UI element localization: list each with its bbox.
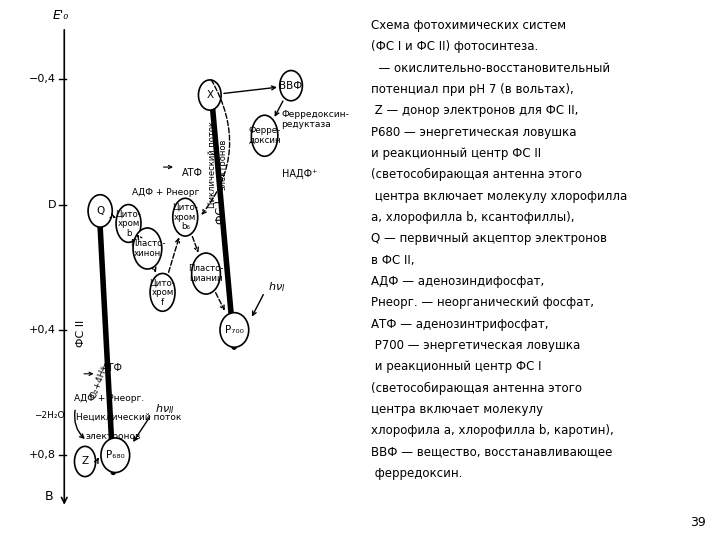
Text: Рнеорг. — неорганический фосфат,: Рнеорг. — неорганический фосфат, <box>371 296 594 309</box>
Text: В: В <box>45 490 53 503</box>
Text: 39: 39 <box>690 516 706 529</box>
Text: Схема фотохимических систем: Схема фотохимических систем <box>371 19 566 32</box>
Text: АДФ — аденозиндифосфат,: АДФ — аденозиндифосфат, <box>371 275 544 288</box>
Ellipse shape <box>101 438 130 472</box>
Text: и реакционный центр ФС II: и реакционный центр ФС II <box>371 147 541 160</box>
Ellipse shape <box>199 80 221 110</box>
Ellipse shape <box>280 71 302 101</box>
Text: E'₀: E'₀ <box>53 9 68 22</box>
Text: $h\nu_{I}$: $h\nu_{I}$ <box>268 280 285 294</box>
Text: Q: Q <box>96 206 104 216</box>
Text: Ферре-
доксин: Ферре- доксин <box>248 126 281 145</box>
Text: Цито-
хром
b: Цито- хром b <box>116 210 141 238</box>
Text: $h\nu_{II}$: $h\nu_{II}$ <box>155 402 175 416</box>
Text: АДФ + Рнеорг: АДФ + Рнеорг <box>132 187 199 197</box>
Text: Цито-
хром
f: Цито- хром f <box>150 278 176 307</box>
Text: Пласто-
хинон: Пласто- хинон <box>130 239 165 258</box>
Text: +0,8: +0,8 <box>29 450 56 460</box>
Text: X: X <box>206 90 213 100</box>
Text: (светособирающая антенна этого: (светособирающая антенна этого <box>371 168 582 181</box>
Ellipse shape <box>173 198 198 236</box>
Text: Z: Z <box>81 456 89 467</box>
Text: ВВФ: ВВФ <box>279 80 302 91</box>
Text: ВВФ — вещество, восстанавливающее: ВВФ — вещество, восстанавливающее <box>371 446 612 458</box>
Ellipse shape <box>88 195 112 227</box>
Text: НАДФ⁺: НАДФ⁺ <box>282 168 317 179</box>
Text: и реакционный центр ФС I: и реакционный центр ФС I <box>371 360 541 373</box>
Text: центра включает молекулу: центра включает молекулу <box>371 403 543 416</box>
Text: центра включает молекулу хлорофилла: центра включает молекулу хлорофилла <box>371 190 627 202</box>
Text: Z — донор электронов для ФС II,: Z — донор электронов для ФС II, <box>371 104 578 117</box>
Text: P₇₀₀: P₇₀₀ <box>225 325 244 335</box>
Text: а, хлорофилла b, ксантофиллы),: а, хлорофилла b, ксантофиллы), <box>371 211 575 224</box>
Ellipse shape <box>220 313 248 347</box>
Text: −0,4: −0,4 <box>29 75 56 84</box>
Text: ферредоксин.: ферредоксин. <box>371 467 462 480</box>
Ellipse shape <box>74 447 96 477</box>
Text: O₂+4H⁺: O₂+4H⁺ <box>89 363 109 400</box>
Text: Пласто-
циании: Пласто- циании <box>188 264 224 283</box>
Text: ФС I: ФС I <box>216 200 226 225</box>
Text: P₆₈₀: P₆₈₀ <box>106 450 125 460</box>
Text: АДФ + Рнеорг.: АДФ + Рнеорг. <box>73 394 144 403</box>
Text: Ферредоксин-
редуктаза: Ферредоксин- редуктаза <box>282 110 349 129</box>
Ellipse shape <box>192 253 220 294</box>
Text: +0,4: +0,4 <box>29 325 56 335</box>
Text: Циклический поток
электронов: Циклический поток электронов <box>207 120 227 207</box>
Text: электронов: электронов <box>85 432 140 441</box>
Text: (ФС I и ФС II) фотосинтеза.: (ФС I и ФС II) фотосинтеза. <box>371 40 538 53</box>
Text: −2H₂O: −2H₂O <box>34 411 64 420</box>
Text: D: D <box>48 200 56 210</box>
Text: P700 — энергетическая ловушка: P700 — энергетическая ловушка <box>371 339 580 352</box>
Text: хлорофила а, хлорофилла b, каротин),: хлорофила а, хлорофилла b, каротин), <box>371 424 613 437</box>
Ellipse shape <box>251 115 278 156</box>
Text: АТФ — аденозинтрифосфат,: АТФ — аденозинтрифосфат, <box>371 318 548 330</box>
Text: (светособирающая антенна этого: (светособирающая антенна этого <box>371 381 582 395</box>
Text: Цито-
хром
b₆: Цито- хром b₆ <box>172 203 198 231</box>
Text: — окислительно-восстановительный: — окислительно-восстановительный <box>371 62 610 75</box>
Ellipse shape <box>116 205 141 242</box>
Text: в ФС II,: в ФС II, <box>371 254 414 267</box>
Text: АТФ: АТФ <box>102 362 123 373</box>
Text: ФС II: ФС II <box>76 320 86 347</box>
Ellipse shape <box>133 228 162 269</box>
Text: Нециклический поток: Нециклический поток <box>76 413 181 422</box>
Text: потенциал при pH 7 (в вольтах),: потенциал при pH 7 (в вольтах), <box>371 83 573 96</box>
Text: P680 — энергетическая ловушка: P680 — энергетическая ловушка <box>371 126 576 139</box>
Ellipse shape <box>150 273 175 311</box>
Text: Q — первичный акцептор электронов: Q — первичный акцептор электронов <box>371 232 607 245</box>
Text: АТФ: АТФ <box>181 168 202 178</box>
